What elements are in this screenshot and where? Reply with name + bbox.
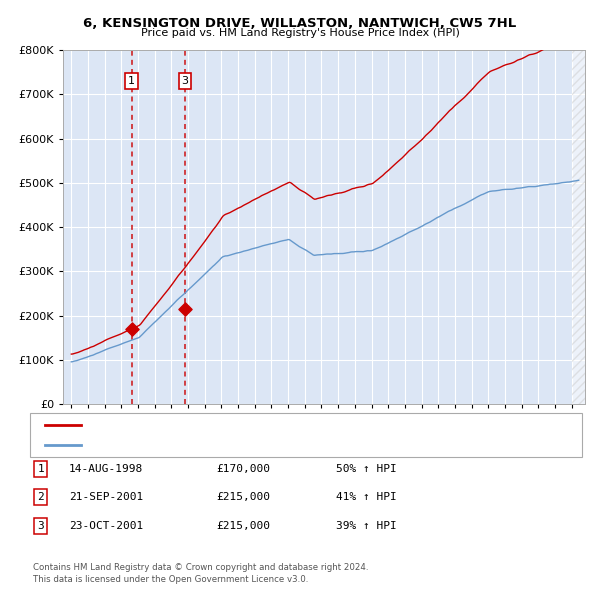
Text: 23-OCT-2001: 23-OCT-2001 [69,521,143,530]
Text: 6, KENSINGTON DRIVE, WILLASTON, NANTWICH, CW5 7HL: 6, KENSINGTON DRIVE, WILLASTON, NANTWICH… [83,17,517,30]
Text: Price paid vs. HM Land Registry's House Price Index (HPI): Price paid vs. HM Land Registry's House … [140,28,460,38]
Text: £170,000: £170,000 [216,464,270,474]
Text: 14-AUG-1998: 14-AUG-1998 [69,464,143,474]
Text: 41% ↑ HPI: 41% ↑ HPI [336,493,397,502]
Text: 1: 1 [128,76,135,86]
Text: 2: 2 [37,493,44,502]
Point [127,324,137,334]
Text: Contains HM Land Registry data © Crown copyright and database right 2024.: Contains HM Land Registry data © Crown c… [33,563,368,572]
Point [180,304,190,314]
Text: 1: 1 [37,464,44,474]
Text: 3: 3 [37,521,44,530]
Text: 3: 3 [181,76,188,86]
Text: £215,000: £215,000 [216,493,270,502]
Text: 50% ↑ HPI: 50% ↑ HPI [336,464,397,474]
Text: £215,000: £215,000 [216,521,270,530]
Text: 21-SEP-2001: 21-SEP-2001 [69,493,143,502]
Text: This data is licensed under the Open Government Licence v3.0.: This data is licensed under the Open Gov… [33,575,308,584]
Text: 6, KENSINGTON DRIVE, WILLASTON, NANTWICH, CW5 7HL (detached house): 6, KENSINGTON DRIVE, WILLASTON, NANTWICH… [87,421,467,430]
Text: 39% ↑ HPI: 39% ↑ HPI [336,521,397,530]
Text: HPI: Average price, detached house, Cheshire East: HPI: Average price, detached house, Ches… [87,440,340,450]
